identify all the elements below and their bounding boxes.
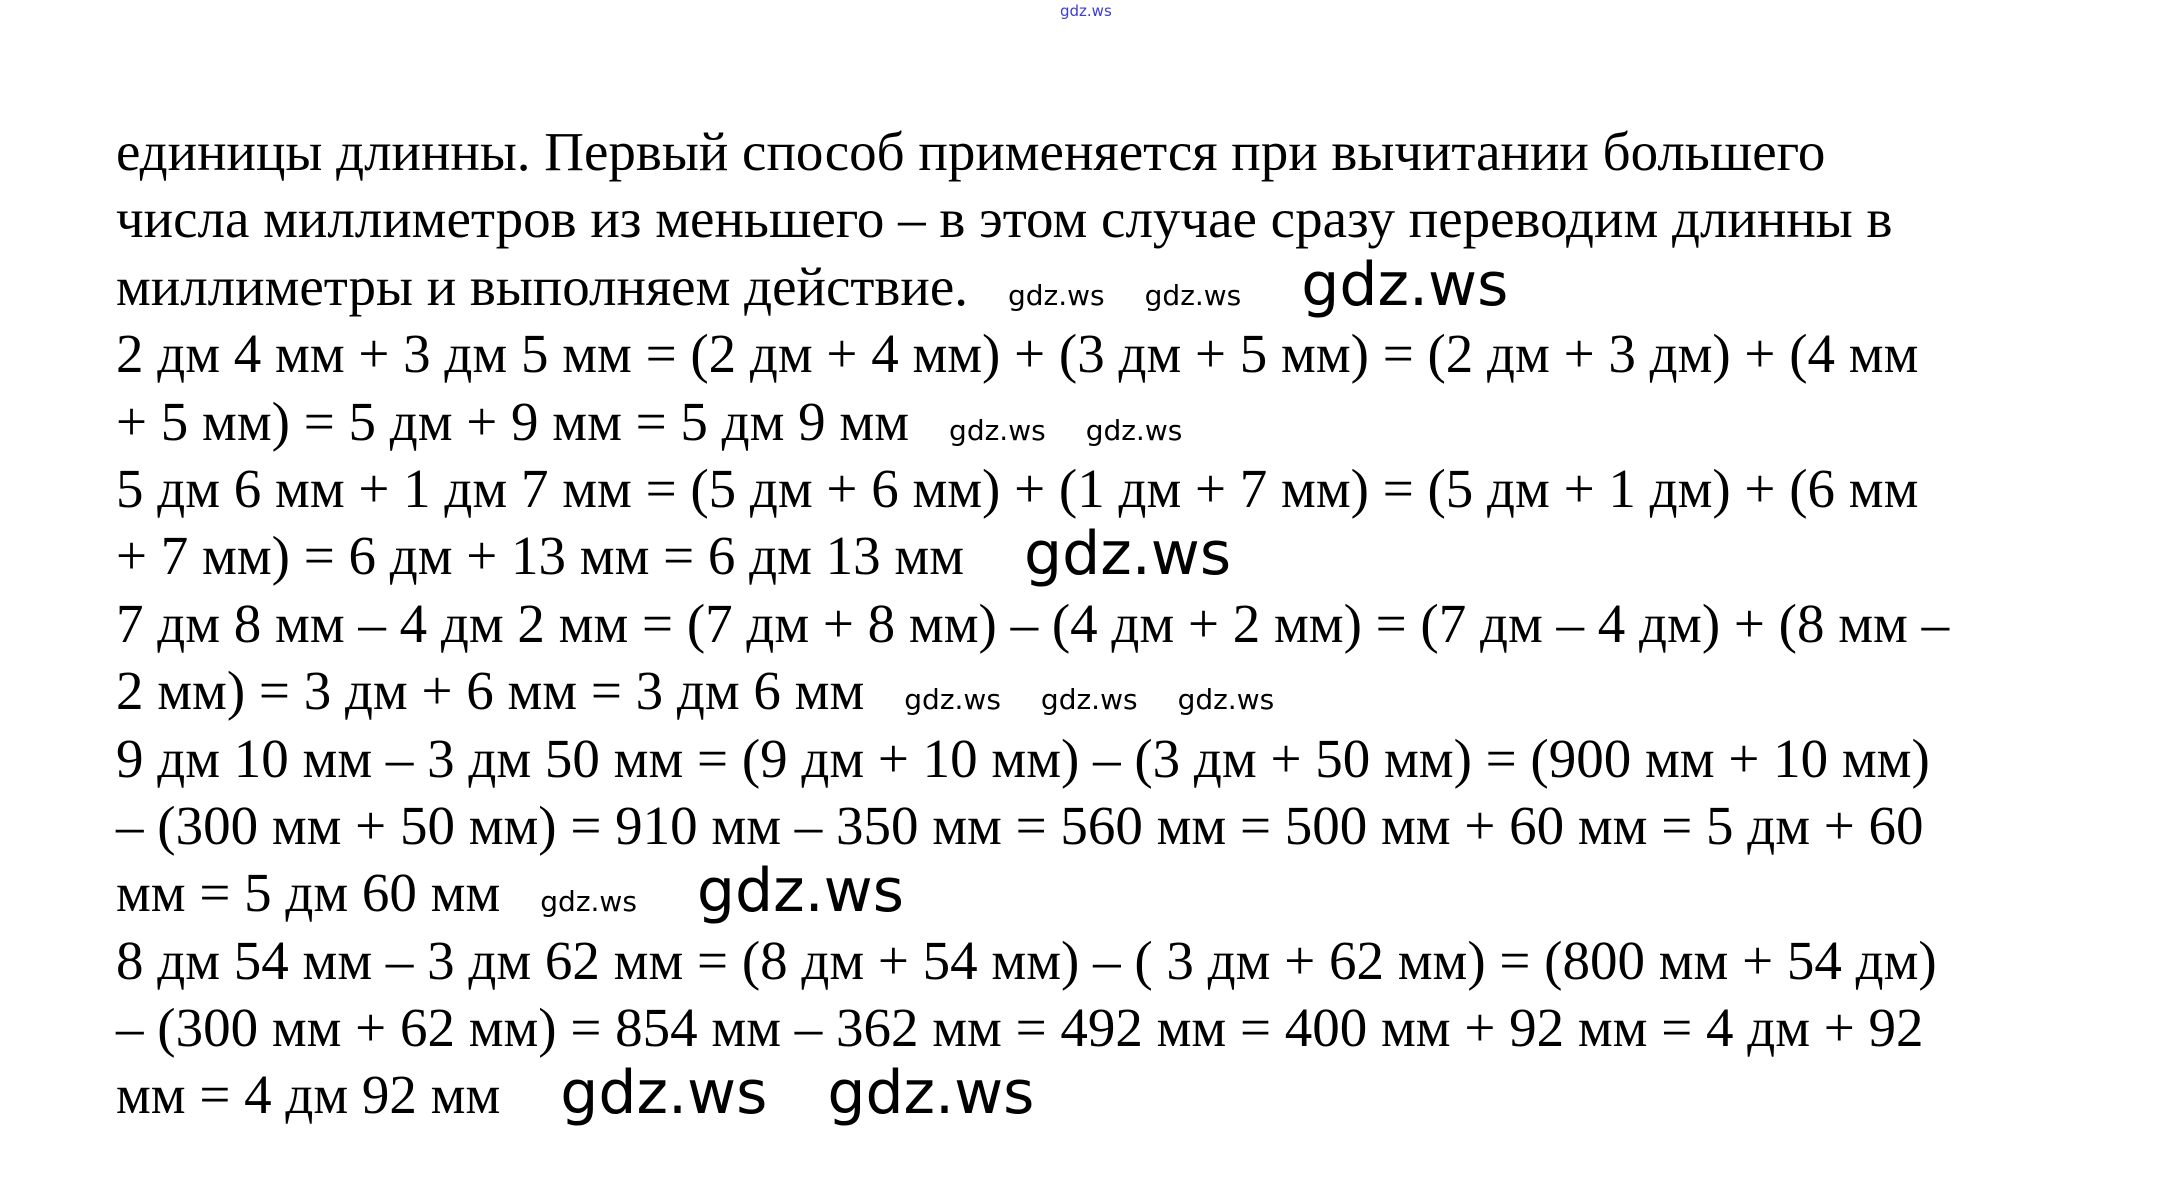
text-line-content: числа миллиметров из меньшего – в этом с… (116, 188, 1893, 250)
text-line-content: единицы длинны. Первый способ применяетс… (116, 121, 1826, 182)
text-line: 2 мм) = 3 дм + 6 мм = 3 дм 6 мм gdz.ws gdz… (116, 657, 1949, 724)
watermark-large: gdz.ws (827, 1058, 1035, 1129)
text-line-content: 5 дм 6 мм + 1 дм 7 мм = (5 дм + 6 мм) + … (116, 457, 1919, 519)
watermark: gdz.ws (1085, 413, 1183, 447)
text-line: 9 дм 10 мм – 3 дм 50 мм = (9 дм + 10 мм)… (116, 725, 1949, 792)
text-line-content: + 5 мм) = 5 дм + 9 мм = 5 дм 9 мм (116, 390, 910, 452)
text-line-content: 8 дм 54 мм – 3 дм 62 мм = (8 дм + 54 мм)… (116, 929, 1937, 991)
text-line-content: – (300 мм + 50 мм) = 910 мм – 350 мм = 5… (116, 794, 1924, 856)
watermark: gdz.ws (1040, 683, 1138, 717)
text-line: + 5 мм) = 5 дм + 9 мм = 5 дм 9 мм gdz.ws g… (116, 388, 1949, 455)
watermark-large: gdz.ws (560, 1058, 768, 1129)
text-line: мм = 5 дм 60 мм gdz.ws gdz.ws (116, 859, 1949, 926)
text-line-content: мм = 4 дм 92 мм (116, 1064, 501, 1126)
watermark-top: gdz.ws (1060, 2, 1112, 20)
text-line-content: 2 дм 4 мм + 3 дм 5 мм = (2 дм + 4 мм) + … (116, 323, 1919, 385)
watermark-large: gdz.ws (1301, 249, 1509, 320)
watermark-large: gdz.ws (1024, 519, 1232, 590)
text-line: единицы длинны. Первый способ применяетс… (116, 118, 1949, 185)
text-line: 5 дм 6 мм + 1 дм 7 мм = (5 дм + 6 мм) + … (116, 455, 1949, 522)
watermark: gdz.ws (1177, 683, 1275, 717)
text-line-content: 2 мм) = 3 дм + 6 мм = 3 дм 6 мм (116, 660, 865, 722)
watermark: gdz.ws (540, 885, 637, 919)
text-line: 8 дм 54 мм – 3 дм 62 мм = (8 дм + 54 мм)… (116, 927, 1949, 994)
watermark: gdz.ws (1144, 278, 1242, 312)
text-line: + 7 мм) = 6 дм + 13 мм = 6 дм 13 мм gdz.w… (116, 522, 1949, 589)
text-line-content: 7 дм 8 мм – 4 дм 2 мм = (7 дм + 8 мм) – … (116, 592, 1950, 654)
text-line-content: миллиметры и выполняем действие. (116, 255, 968, 317)
watermark: gdz.ws (904, 683, 1001, 717)
text-line-content: мм = 5 дм 60 мм (116, 862, 501, 924)
watermark: gdz.ws (949, 413, 1046, 447)
text-line: миллиметры и выполняем действие. gdz.ws gd… (116, 253, 1949, 320)
text-line: мм = 4 дм 92 мм gdz.ws gdz.ws (116, 1061, 1949, 1128)
watermark-large: gdz.ws (696, 856, 904, 927)
text-line-content: 9 дм 10 мм – 3 дм 50 мм = (9 дм + 10 мм)… (116, 727, 1930, 789)
text-line: – (300 мм + 50 мм) = 910 мм – 350 мм = 5… (116, 792, 1949, 859)
watermark: gdz.ws (1008, 278, 1105, 312)
text-line: числа миллиметров из меньшего – в этом с… (116, 185, 1949, 252)
text-line: 2 дм 4 мм + 3 дм 5 мм = (2 дм + 4 мм) + … (116, 320, 1949, 387)
text-line-content: – (300 мм + 62 мм) = 854 мм – 362 мм = 4… (116, 997, 1924, 1059)
text-line: 7 дм 8 мм – 4 дм 2 мм = (7 дм + 8 мм) – … (116, 590, 1949, 657)
text-line: – (300 мм + 62 мм) = 854 мм – 362 мм = 4… (116, 994, 1949, 1061)
text-line-content: + 7 мм) = 6 дм + 13 мм = 6 дм 13 мм (116, 525, 965, 587)
document-body: единицы длинны. Первый способ применяетс… (116, 118, 1949, 1129)
